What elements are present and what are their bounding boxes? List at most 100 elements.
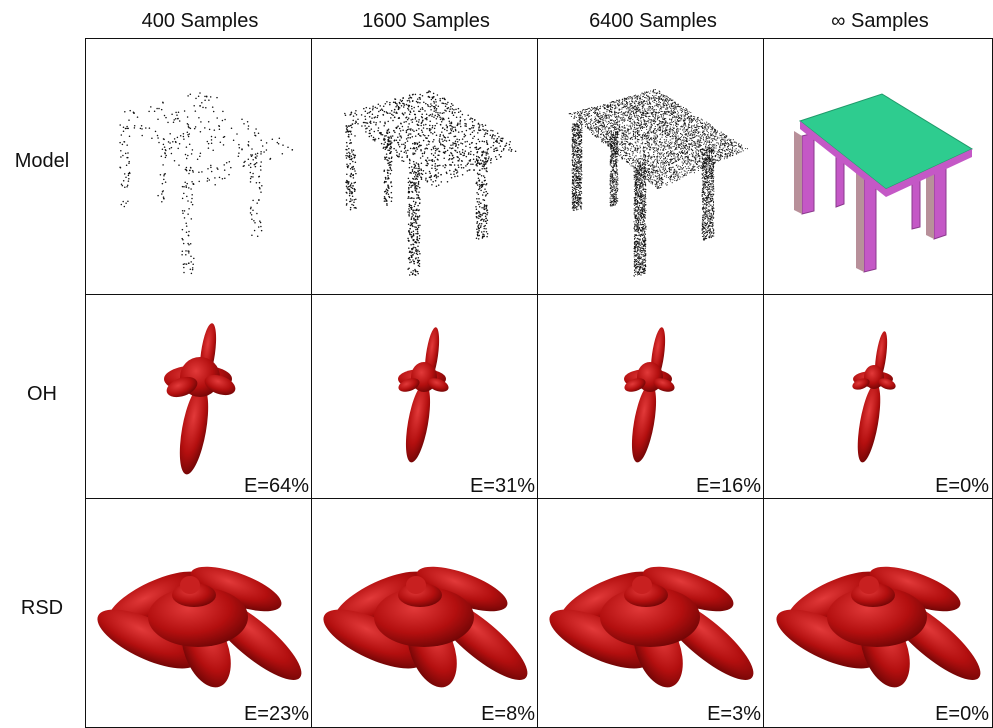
- sample-point: [387, 120, 389, 123]
- sample-point: [472, 153, 475, 156]
- sample-point: [478, 201, 480, 203]
- sample-point: [124, 152, 127, 155]
- sample-point: [572, 184, 575, 186]
- sample-point: [701, 170, 704, 172]
- sample-point: [662, 166, 664, 168]
- sample-point: [421, 94, 424, 97]
- sample-point: [477, 235, 479, 237]
- sample-point: [485, 217, 487, 220]
- sample-point: [410, 96, 412, 99]
- sample-point: [450, 129, 453, 132]
- sample-point: [354, 112, 356, 114]
- sample-point: [611, 142, 613, 144]
- sample-point: [484, 212, 487, 215]
- sample-point: [349, 208, 352, 211]
- sample-point: [357, 118, 359, 121]
- sample-point: [640, 158, 642, 160]
- sample-point: [675, 173, 677, 176]
- sample-point: [121, 143, 124, 146]
- sample-point: [639, 150, 641, 152]
- sample-point: [415, 177, 418, 179]
- sample-point: [679, 152, 682, 154]
- sample-point: [434, 180, 437, 182]
- sample-point: [454, 126, 456, 129]
- sample-point: [657, 115, 659, 117]
- sample-point: [210, 135, 213, 138]
- sample-point: [444, 109, 446, 111]
- sample-point: [379, 105, 381, 107]
- sample-point: [654, 141, 656, 143]
- sample-point: [120, 134, 123, 136]
- sample-point: [480, 214, 482, 216]
- sample-point: [430, 128, 432, 130]
- sample-point: [712, 180, 714, 182]
- sample-point: [652, 100, 654, 102]
- sample-point: [580, 134, 582, 136]
- sample-point: [408, 99, 410, 102]
- sample-point: [156, 107, 158, 110]
- column-header-infinity: ∞ Samples: [831, 10, 929, 32]
- sample-point: [414, 203, 416, 206]
- sample-point: [660, 166, 662, 168]
- sample-point: [645, 197, 647, 199]
- sample-point: [620, 130, 622, 132]
- sample-point: [479, 226, 482, 228]
- sample-point: [449, 132, 452, 134]
- sample-point: [644, 161, 646, 163]
- sample-point: [667, 99, 669, 101]
- sample-point: [407, 181, 410, 184]
- sample-point: [460, 159, 463, 162]
- sample-point: [354, 161, 357, 163]
- sample-point: [654, 142, 656, 144]
- sample-point: [434, 149, 437, 152]
- sample-point: [453, 109, 455, 111]
- sample-point: [638, 177, 640, 179]
- sample-point: [610, 125, 612, 127]
- sample-point: [368, 129, 371, 132]
- sample-point: [646, 147, 648, 149]
- sample-point: [457, 166, 460, 169]
- sample-point: [645, 182, 647, 184]
- sample-point: [483, 206, 485, 209]
- sample-point: [662, 106, 664, 108]
- sample-point: [475, 237, 478, 239]
- sample-point: [425, 117, 428, 120]
- sample-point: [635, 142, 637, 144]
- sample-point: [667, 135, 669, 137]
- sample-point: [708, 158, 710, 160]
- sample-point: [689, 172, 691, 174]
- sample-point: [408, 190, 411, 193]
- model-cell-6400: [537, 38, 765, 296]
- sample-point: [128, 162, 130, 164]
- sample-point: [349, 198, 352, 200]
- sample-point: [428, 114, 430, 117]
- sample-point: [460, 163, 462, 166]
- sample-point: [221, 177, 224, 180]
- sample-point: [707, 147, 710, 149]
- sample-point: [412, 209, 414, 212]
- sample-point: [642, 164, 644, 166]
- sample-point: [414, 116, 417, 119]
- sample-point: [399, 130, 402, 132]
- sample-point: [418, 146, 420, 148]
- sample-point: [485, 231, 488, 233]
- sample-point: [680, 107, 682, 109]
- sample-point: [399, 99, 402, 101]
- sample-point: [485, 190, 487, 193]
- sample-point: [638, 264, 640, 266]
- sample-point: [448, 110, 451, 113]
- sample-point: [423, 101, 425, 103]
- sample-point: [606, 114, 608, 116]
- sample-point: [416, 98, 419, 100]
- sample-point: [433, 127, 436, 130]
- sample-point: [190, 261, 192, 263]
- sample-point: [384, 141, 386, 144]
- sample-point: [483, 167, 486, 170]
- sample-point: [457, 164, 459, 166]
- sample-point: [710, 233, 712, 235]
- sample-point: [456, 169, 458, 172]
- sample-point: [433, 160, 436, 162]
- sample-point: [477, 212, 479, 214]
- sample-point: [185, 185, 187, 187]
- sample-point: [690, 119, 692, 121]
